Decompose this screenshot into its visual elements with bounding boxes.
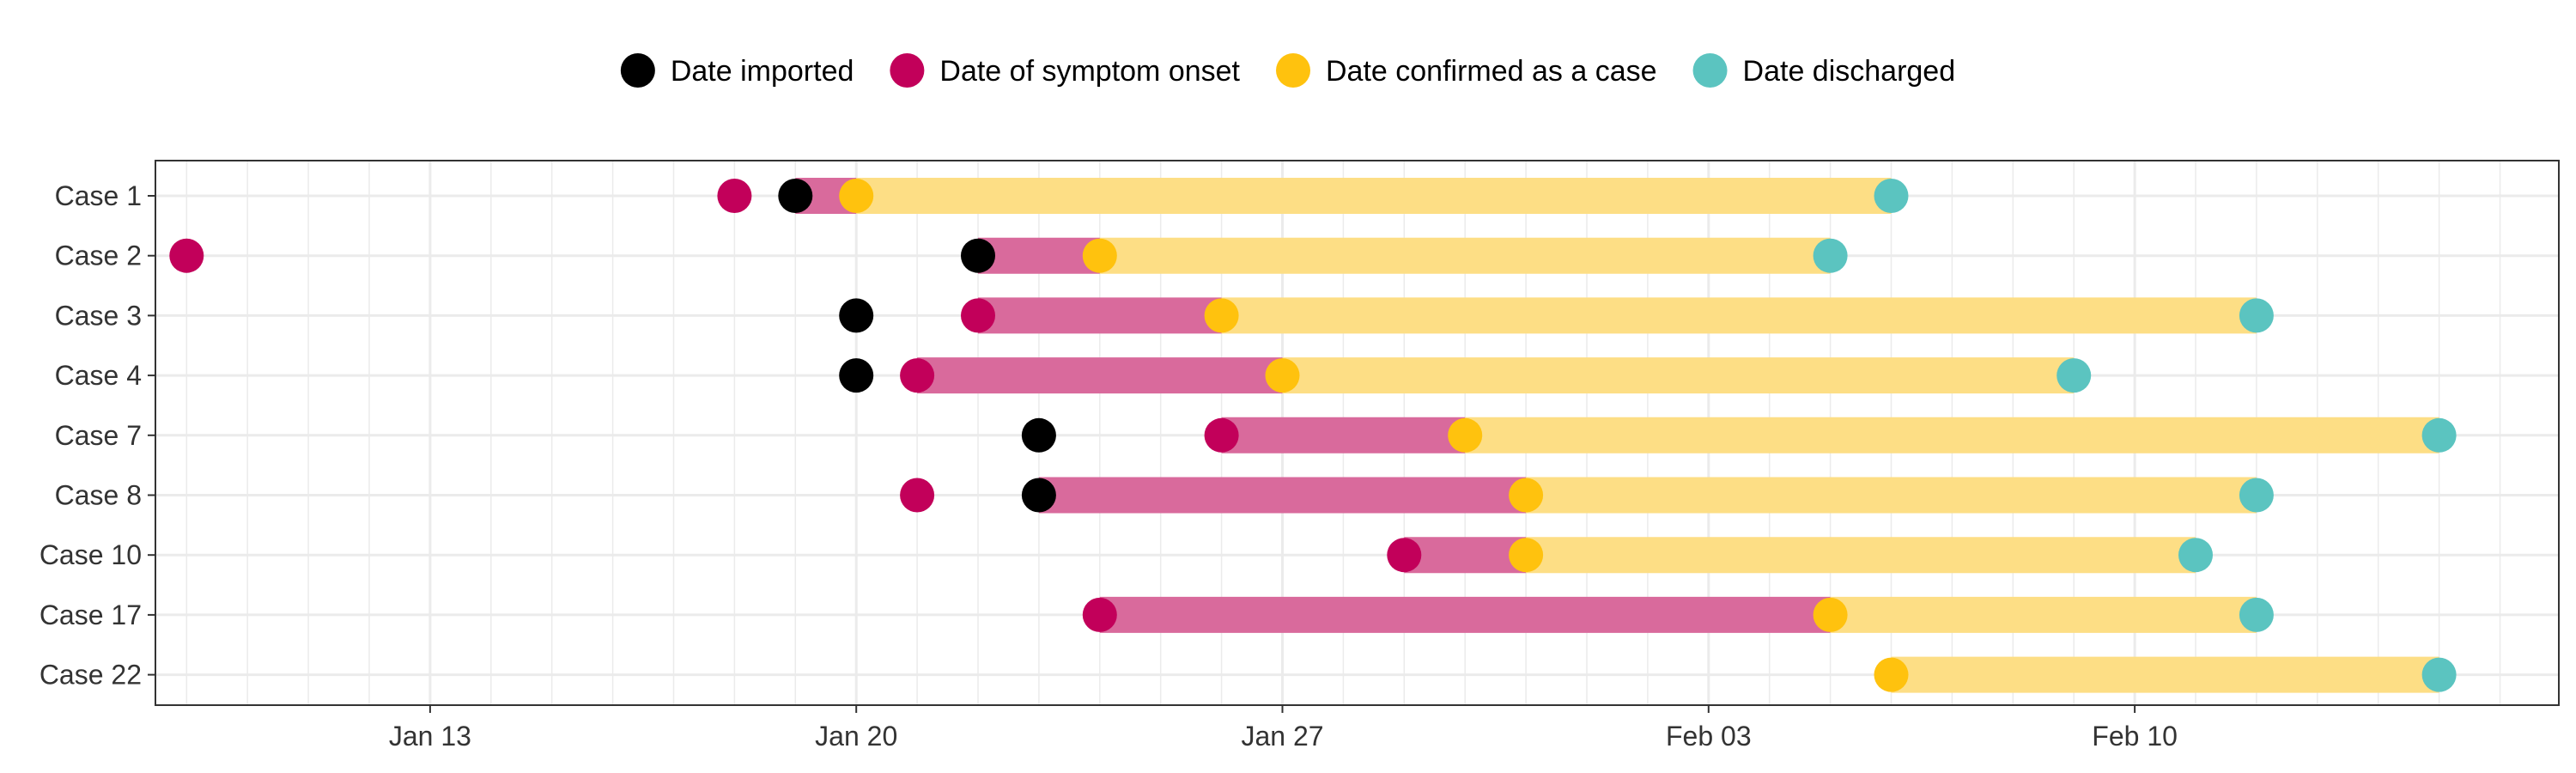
symptom-onset-point: [961, 298, 995, 333]
y-tick-label: Case 8: [55, 480, 142, 511]
y-tick-label: Case 10: [39, 539, 142, 570]
confirmed-point: [1874, 657, 1909, 692]
discharged-point: [2421, 417, 2457, 453]
x-tick-label: Feb 03: [1666, 721, 1752, 752]
plot-panel-border: [155, 160, 2560, 706]
legend-label: Date of symptom onset: [939, 55, 1240, 88]
y-tick-label: Case 2: [55, 240, 142, 271]
imported-point: [1021, 417, 1056, 453]
legend-label: Date imported: [671, 55, 854, 88]
confirmed-point: [1448, 417, 1483, 453]
confirmed-point: [1204, 298, 1239, 333]
discharged-point: [2178, 538, 2213, 573]
imported-point: [839, 298, 874, 333]
discharged-point: [2239, 298, 2274, 333]
symptom-onset-point: [900, 478, 935, 513]
y-axis: Case 1 Case 2 Case 3 Case 4 Case 7 Case 8 Case…: [39, 180, 155, 691]
confirmed-point: [1509, 478, 1544, 513]
discharged-point: [2057, 358, 2092, 393]
legend-key: [890, 53, 925, 88]
symptom-onset-point: [169, 238, 204, 273]
x-tick-label: Jan 27: [1241, 721, 1323, 752]
symptom-onset-point: [1387, 538, 1422, 573]
imported-point: [839, 358, 874, 393]
x-tick-label: Jan 20: [815, 721, 897, 752]
y-tick-label: Case 4: [55, 360, 142, 391]
legend-imported: Date imported: [620, 53, 854, 88]
imported-point: [961, 238, 995, 273]
discharged-point: [2421, 657, 2457, 692]
confirmed-point: [1265, 358, 1300, 393]
y-tick-label: Case 3: [55, 300, 142, 331]
confirmed-point: [1813, 597, 1848, 632]
legend-key: [620, 53, 655, 88]
y-tick-label: Case 1: [55, 180, 142, 211]
legend-key: [1692, 53, 1728, 88]
imported-point: [1021, 478, 1056, 513]
confirmed-point: [839, 179, 874, 213]
y-tick-label: Case 17: [39, 600, 142, 630]
interval-bars: [795, 178, 2439, 693]
discharged-point: [2239, 478, 2274, 513]
discharged-point: [1813, 238, 1848, 273]
legend-key: [1276, 53, 1311, 88]
legend-label: Date discharged: [1743, 55, 1956, 88]
symptom-onset-point: [1082, 597, 1117, 632]
symptom-onset-point: [1204, 417, 1239, 453]
confirmed-point: [1082, 238, 1117, 273]
x-tick-label: Jan 13: [389, 721, 471, 752]
imported-point: [778, 179, 813, 213]
confirmed-point: [1509, 538, 1544, 573]
legend-symptom-onset: Date of symptom onset: [890, 53, 1241, 88]
legend-label: Date confirmed as a case: [1326, 55, 1657, 88]
discharged-point: [1874, 179, 1909, 213]
discharged-point: [2239, 597, 2274, 632]
legend-confirmed: Date confirmed as a case: [1276, 53, 1657, 88]
symptom-onset-point: [717, 179, 752, 213]
x-axis: Jan 13 Jan 20 Jan 27 Feb 03 Feb 10: [389, 705, 2178, 752]
symptom-onset-point: [900, 358, 935, 393]
legend-discharged: Date discharged: [1692, 53, 1956, 88]
chart-legend: Date imported Date of symptom onset Date c…: [620, 53, 1956, 88]
y-tick-label: Case 22: [39, 660, 142, 691]
date-points: [169, 179, 2457, 692]
y-tick-label: Case 7: [55, 420, 142, 451]
x-tick-label: Feb 10: [2092, 721, 2178, 752]
